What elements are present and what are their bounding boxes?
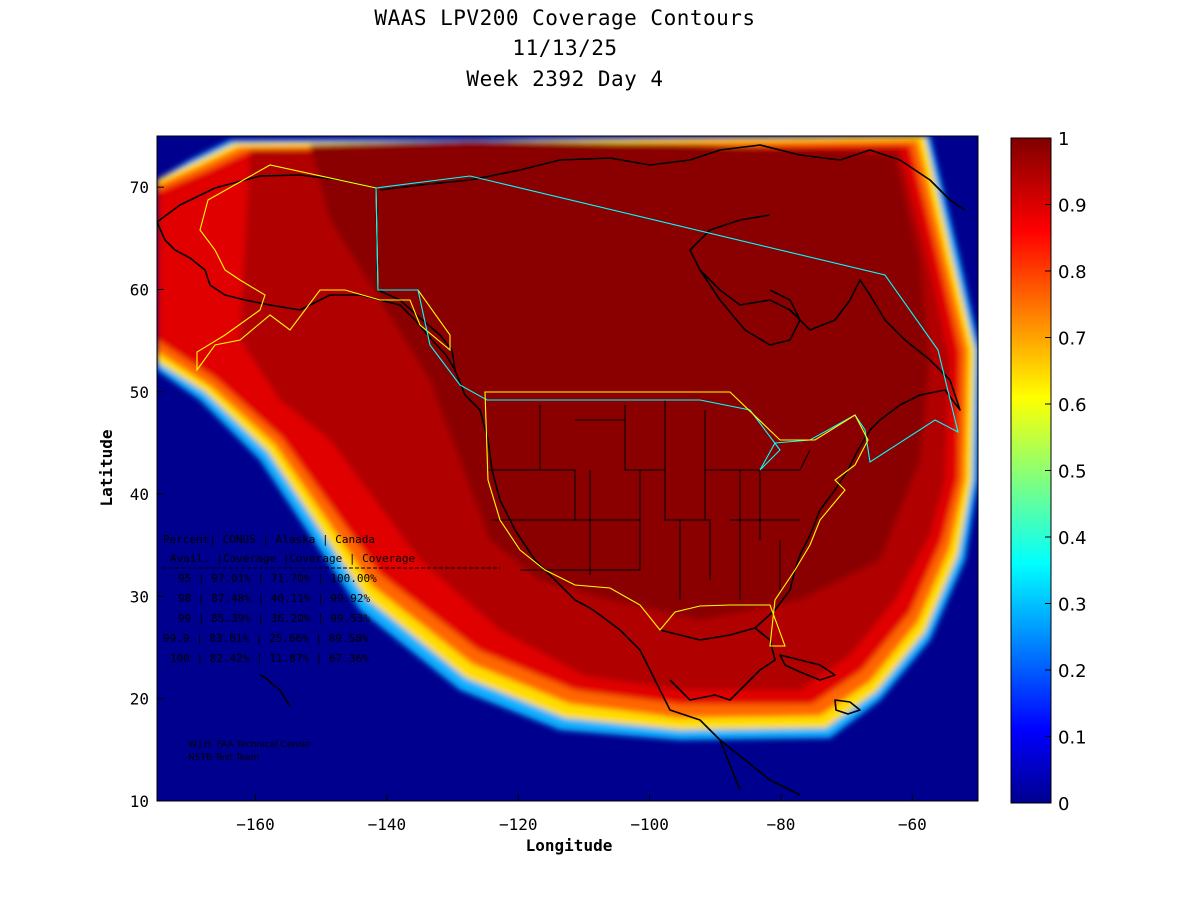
y-axis-label: Latitude [97, 429, 116, 506]
colorbar-tick-label: 1 [1058, 129, 1069, 150]
x-axis-label: Longitude [526, 836, 613, 855]
chart-title-line-2: 11/13/25 [512, 36, 618, 60]
credit-line-1: W.J.H. FAA Technical Center [188, 740, 311, 750]
coastline-west [454, 369, 741, 791]
x-tick-label: −80 [767, 815, 796, 834]
colorbar-tick-label: 0.9 [1058, 196, 1087, 217]
colorbar-tick-label: 0.4 [1058, 528, 1087, 549]
contour-band-max [310, 140, 930, 620]
chart-title-line-3: Week 2392 Day 4 [466, 67, 664, 91]
plot-frame [156, 135, 979, 802]
coastline-hudson-bay [699, 269, 801, 346]
y-tick-label: 50 [130, 383, 149, 402]
coastline-east [689, 214, 961, 629]
plot-area: Percent| CONUS | Alaska | Canada Avail. … [157, 136, 978, 801]
stats-header-row-1: Percent| CONUS | Alaska | Canada [163, 533, 375, 546]
x-tick-label: −100 [630, 815, 669, 834]
y-axis-ticks: 10 20 30 40 50 60 70 [130, 178, 164, 811]
stats-row: 99.9 | 83.01% | 25.66% | 89.58% [163, 632, 369, 645]
colorbar-tick-label: 0 [1058, 794, 1069, 815]
x-tick-label: −60 [898, 815, 927, 834]
conus-boundary [484, 391, 869, 647]
alaska-boundary [196, 164, 451, 372]
service-volume-boundaries [196, 164, 959, 647]
colorbar-ticks: 0 0.1 0.2 0.3 0.4 0.5 0.6 0.7 0.8 0.9 1 [1045, 129, 1087, 815]
stats-row: 99 | 85.39% | 36.20% | 99.53% [178, 612, 370, 625]
coastline-cuba [779, 654, 836, 681]
x-axis-ticks: −160 −140 −120 −100 −80 −60 [236, 794, 927, 834]
y-tick-label: 10 [130, 792, 149, 811]
x-tick-label: −140 [368, 815, 407, 834]
colorbar-gradient [1010, 137, 1052, 804]
coastline-hawaii [259, 674, 291, 707]
colorbar-tick-label: 0.2 [1058, 661, 1087, 682]
credit-line-2: NSTB Test Team [188, 753, 259, 763]
x-tick-label: −160 [236, 815, 275, 834]
colorbar: 0 0.1 0.2 0.3 0.4 0.5 0.6 0.7 0.8 0.9 1 [1010, 129, 1087, 815]
colorbar-tick-label: 0.6 [1058, 395, 1087, 416]
y-tick-label: 60 [130, 280, 149, 299]
stats-row: 95 | 97.01% | 71.70% | 100.00% [178, 572, 377, 585]
colorbar-tick-label: 0.1 [1058, 728, 1087, 749]
stats-header-row-2: Avail. |Coverage |Coverage | Coverage [170, 552, 415, 565]
coastline-arctic [379, 144, 966, 211]
stats-table: Percent| CONUS | Alaska | Canada Avail. … [163, 533, 500, 665]
colorbar-tick-label: 0.8 [1058, 262, 1087, 283]
canada-boundary [375, 175, 959, 471]
state-boundaries [488, 400, 811, 600]
stats-row: 100 | 82.42% | 11.87% | 67.36% [170, 652, 369, 665]
coastline-gulf [659, 627, 776, 701]
coastline-hispaniola [834, 699, 861, 715]
y-tick-label: 40 [130, 485, 149, 504]
chart-title-line-1: WAAS LPV200 Coverage Contours [374, 6, 756, 30]
y-tick-label: 20 [130, 690, 149, 709]
y-tick-label: 70 [130, 178, 149, 197]
x-tick-label: −120 [499, 815, 538, 834]
stats-row: 98 | 87.48% | 40.11% | 99.92% [178, 592, 370, 605]
coverage-contours [157, 136, 978, 740]
colorbar-tick-label: 0.5 [1058, 462, 1087, 483]
coastline-central-america [719, 739, 801, 796]
y-tick-label: 30 [130, 587, 149, 606]
colorbar-tick-label: 0.7 [1058, 329, 1087, 350]
colorbar-tick-label: 0.3 [1058, 595, 1087, 616]
